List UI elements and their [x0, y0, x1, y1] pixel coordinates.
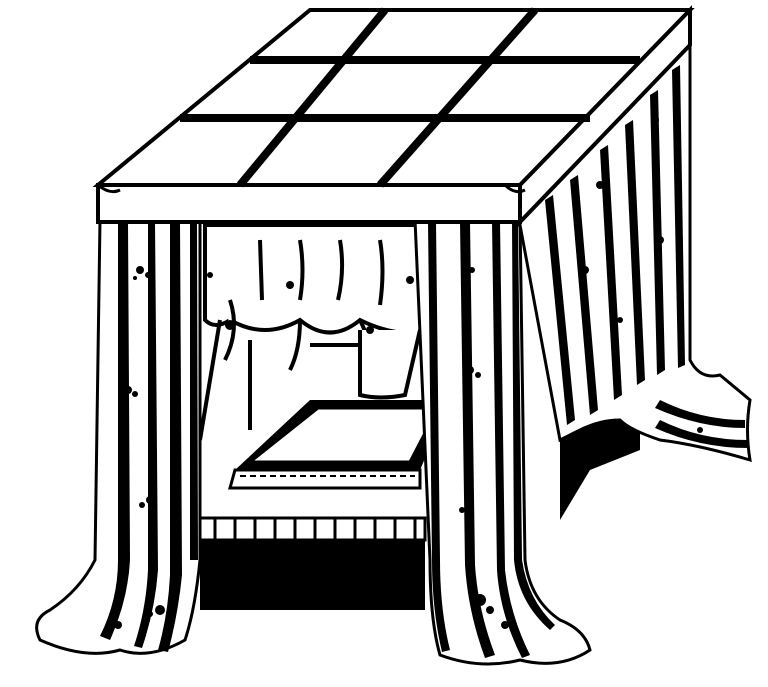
roof-grid [180, 7, 640, 188]
middle-curtain-stripes [428, 222, 555, 658]
roof-side-face [518, 5, 692, 227]
platform-shadow [200, 540, 425, 610]
left-curtain-stripes [100, 222, 198, 652]
right-curtain-stripes [545, 65, 748, 448]
roof-front-drape-folds [97, 183, 526, 194]
roof-front-face [96, 183, 522, 224]
inner-mat [228, 400, 450, 490]
platform-front-edge [198, 516, 427, 542]
back-curtains [198, 223, 442, 441]
canopy-roof [92, 5, 695, 227]
floral-pattern [114, 116, 703, 629]
